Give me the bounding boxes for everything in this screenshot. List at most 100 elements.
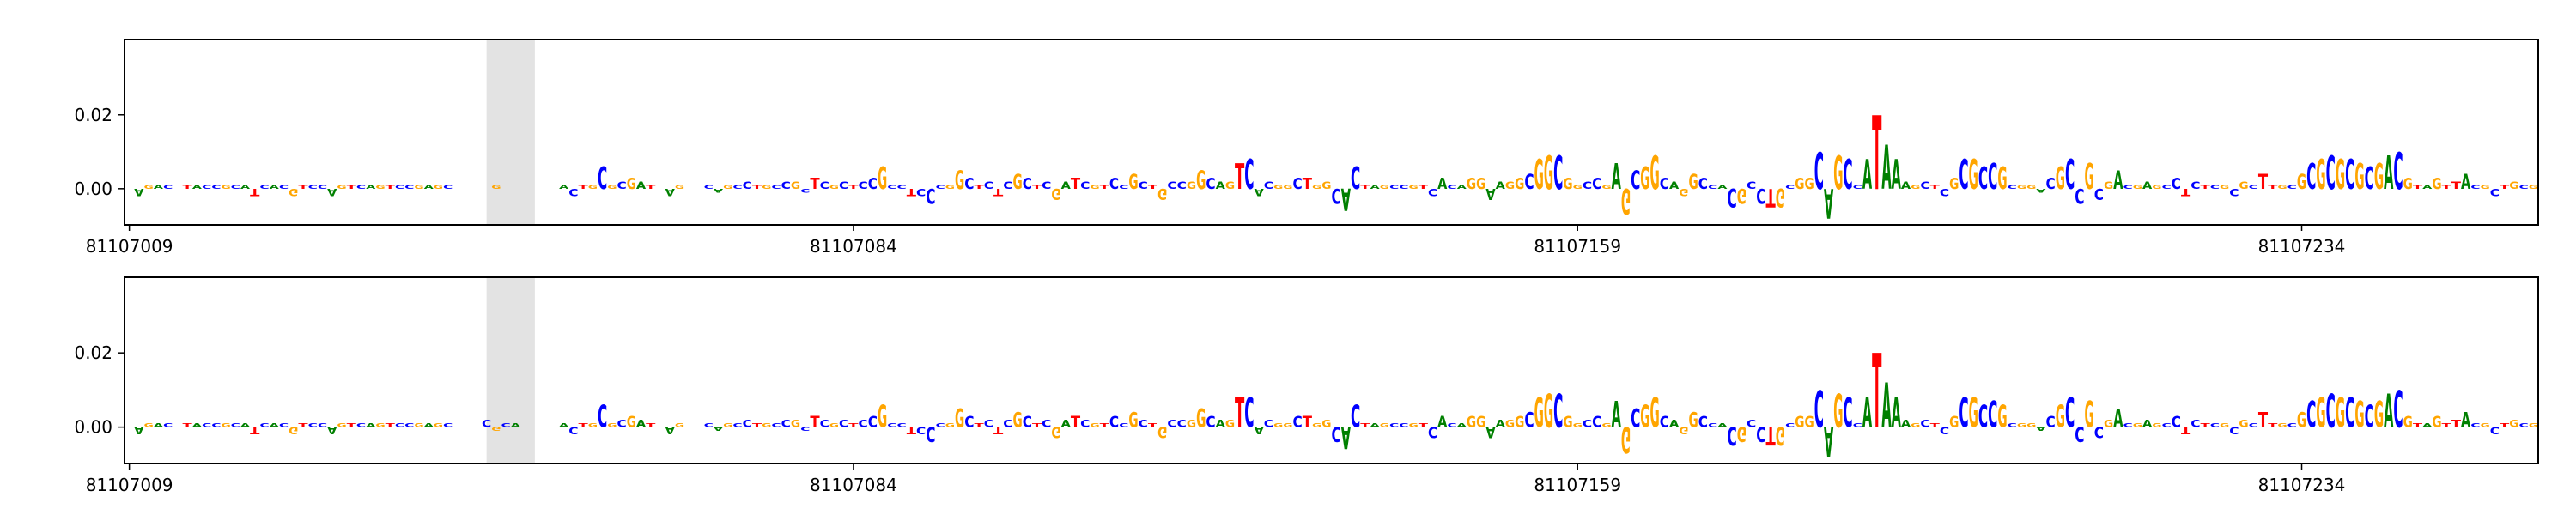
base-glyph: T: [810, 175, 820, 193]
x-tick-label: 81107009: [86, 475, 173, 495]
base-glyph: A: [240, 185, 251, 191]
base-glyph: A: [154, 185, 164, 191]
base-glyph: C: [743, 179, 752, 191]
base-glyph: G: [2056, 399, 2065, 435]
base-glyph: C: [202, 185, 211, 191]
base-glyph: C: [1042, 418, 1051, 430]
base-glyph: C: [1206, 175, 1215, 193]
base-glyph: A: [1370, 185, 1380, 191]
base-glyph: C: [2470, 422, 2480, 428]
base-glyph: A: [1216, 179, 1225, 191]
x-tick-label: 81107159: [1534, 475, 1621, 495]
base-glyph: A: [2113, 165, 2123, 195]
base-glyph: A: [665, 425, 675, 437]
base-glyph: T: [250, 425, 260, 437]
base-glyph: C: [1119, 185, 1128, 191]
base-glyph: A: [2036, 187, 2046, 193]
base-glyph: C: [1978, 161, 1988, 197]
base-glyph: C: [318, 185, 327, 191]
base-glyph: A: [270, 422, 280, 428]
base-glyph: A: [1717, 422, 1728, 428]
base-glyph: G: [375, 185, 385, 191]
base-glyph: G: [1534, 391, 1544, 437]
base-glyph: G: [2085, 155, 2094, 197]
base-glyph: C: [820, 179, 829, 191]
base-glyph: G: [1679, 425, 1688, 437]
base-glyph: C: [1428, 186, 1437, 198]
base-glyph: C: [617, 179, 626, 191]
base-glyph: C: [2065, 391, 2075, 437]
base-glyph: C: [2065, 153, 2075, 199]
base-glyph: T: [646, 185, 656, 191]
base-glyph: T: [1930, 185, 1941, 191]
base-glyph: C: [771, 422, 781, 428]
base-glyph: C: [2008, 422, 2017, 428]
base-glyph: T: [2451, 179, 2462, 191]
x-tick-label: 81107234: [2258, 236, 2346, 257]
base-glyph: C: [1959, 391, 1968, 437]
base-glyph: T: [2258, 169, 2269, 193]
base-glyph: C: [308, 422, 318, 428]
base-glyph: C: [2287, 422, 2297, 428]
base-glyph: G: [675, 422, 684, 428]
base-glyph: C: [2249, 185, 2258, 191]
base-glyph: C: [2123, 422, 2133, 428]
base-glyph: C: [1428, 423, 1437, 441]
base-glyph: G: [627, 414, 636, 432]
base-glyph: T: [752, 422, 762, 428]
base-glyph: G: [1911, 422, 1920, 428]
base-glyph: C: [1583, 418, 1592, 430]
base-glyph: T: [848, 422, 859, 428]
base-glyph: C: [1785, 422, 1795, 428]
base-glyph: G: [2354, 155, 2364, 197]
base-glyph: A: [1717, 185, 1728, 191]
base-glyph: G: [878, 399, 887, 435]
base-glyph: C: [926, 422, 935, 446]
base-glyph: G: [1051, 185, 1060, 203]
base-glyph: G: [491, 426, 501, 432]
base-glyph: C: [2345, 153, 2354, 199]
base-glyph: T: [1032, 185, 1042, 191]
base-glyph: C: [598, 161, 607, 197]
base-glyph: G: [1833, 385, 1843, 439]
base-glyph: T: [2413, 422, 2423, 428]
base-glyph: C: [1853, 185, 1862, 191]
base-glyph: C: [732, 185, 742, 191]
base-glyph: C: [2393, 381, 2403, 440]
base-glyph: C: [2210, 185, 2220, 191]
base-glyph: T: [2268, 422, 2278, 428]
base-glyph: G: [2316, 153, 2325, 199]
base-glyph: G: [434, 185, 443, 191]
base-glyph: C: [839, 179, 848, 191]
y-tick-label: 0.00: [74, 179, 112, 199]
axes-frame: [124, 39, 2539, 226]
base-glyph: T: [2200, 185, 2210, 191]
base-glyph: C: [279, 422, 289, 428]
x-tick-label: 81107009: [86, 236, 173, 257]
base-glyph: A: [1612, 155, 1621, 197]
base-glyph: G: [607, 422, 617, 428]
base-glyph: C: [1042, 179, 1051, 191]
base-glyph: T: [1872, 95, 1881, 213]
base-glyph: C: [2490, 425, 2500, 437]
base-glyph: C: [1119, 422, 1128, 428]
base-glyph: G: [791, 418, 800, 430]
base-glyph: C: [2470, 185, 2480, 191]
base-glyph: A: [1341, 420, 1351, 456]
base-glyph: C: [781, 418, 791, 430]
base-glyph: T: [1100, 185, 1110, 191]
base-glyph: G: [2133, 422, 2142, 428]
base-glyph: G: [434, 422, 443, 428]
base-glyph: A: [2422, 422, 2433, 428]
base-glyph: C: [1206, 414, 1215, 432]
base-glyph: C: [704, 185, 714, 191]
base-glyph: C: [868, 414, 878, 432]
base-glyph: C: [2190, 179, 2200, 191]
x-tick-label: 81107159: [1534, 236, 1621, 257]
base-glyph: G: [945, 422, 955, 428]
base-glyph: A: [1457, 185, 1467, 191]
base-glyph: G: [627, 175, 636, 193]
base-glyph: A: [1485, 423, 1495, 441]
base-glyph: G: [1012, 408, 1022, 432]
